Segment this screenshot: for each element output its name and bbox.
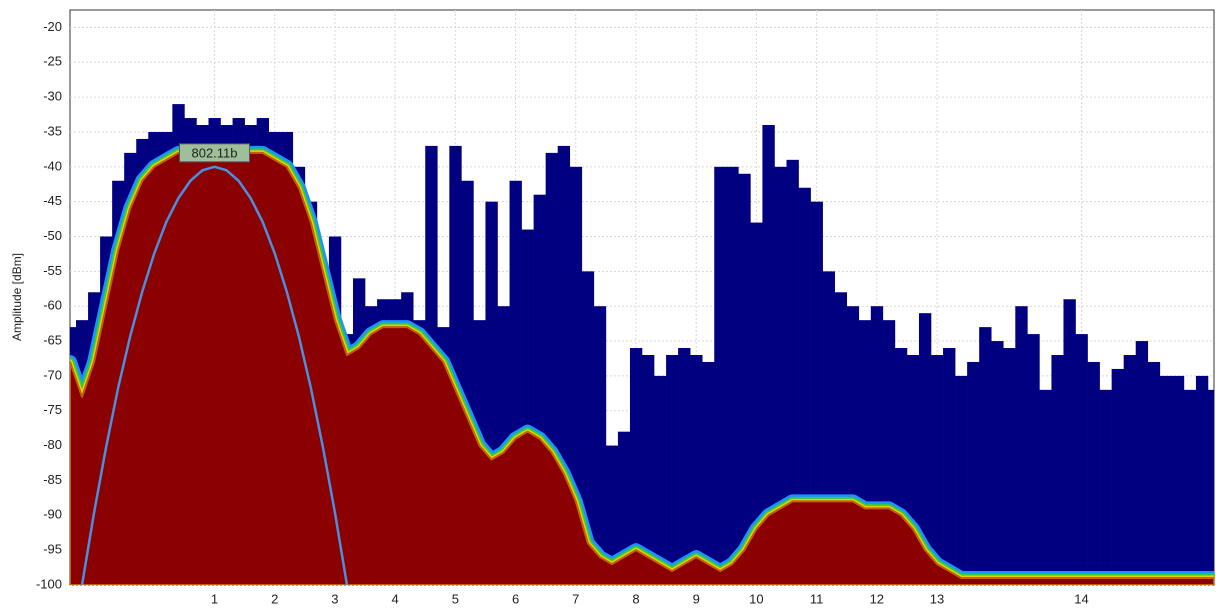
curve-label: 802.11b	[191, 145, 237, 160]
y-tick-label: -90	[43, 507, 62, 522]
x-tick-label: 6	[512, 591, 519, 606]
max-bar	[1039, 389, 1052, 585]
curve-label-box	[179, 143, 251, 163]
y-tick-label: -30	[43, 89, 62, 104]
max-bar	[654, 375, 667, 585]
x-tick-label: 9	[693, 591, 700, 606]
max-bar	[1135, 341, 1149, 585]
max-bar	[1111, 368, 1124, 585]
max-bar	[738, 173, 751, 585]
max-bar	[1015, 306, 1028, 585]
max-bar	[979, 327, 992, 585]
max-bar	[810, 201, 823, 585]
channel-curve	[80, 165, 349, 585]
max-bar	[762, 125, 775, 585]
max-bar	[955, 375, 968, 585]
max-bar	[629, 348, 643, 585]
x-tick-label: 7	[572, 591, 579, 606]
max-bar	[798, 187, 811, 585]
x-tick-label: 10	[749, 591, 763, 606]
max-bar	[1123, 355, 1137, 585]
x-tick-label: 8	[632, 591, 639, 606]
max-bar	[1183, 389, 1197, 585]
max-bar	[702, 361, 715, 585]
max-bar	[714, 166, 727, 585]
y-tick-label: -95	[43, 542, 62, 557]
max-bar	[605, 445, 619, 585]
x-tick-label: 14	[1074, 591, 1088, 606]
max-bar	[786, 159, 799, 585]
max-bar	[931, 355, 944, 585]
max-bar	[1027, 334, 1040, 585]
y-tick-label: -35	[43, 123, 62, 138]
max-bar	[726, 166, 739, 585]
y-tick-label: -25	[43, 54, 62, 69]
plot	[70, 104, 1214, 585]
max-bar	[1207, 389, 1214, 585]
max-bar	[991, 341, 1004, 585]
y-axis-label: Amplitude [dBm]	[10, 253, 24, 341]
max-bar	[1171, 375, 1185, 585]
max-bar	[593, 306, 607, 585]
y-tick-label: -20	[43, 19, 62, 34]
max-bar	[690, 355, 703, 585]
y-tick-label: -80	[43, 437, 62, 452]
y-tick-label: -70	[43, 367, 62, 382]
x-tick-label: 13	[930, 591, 944, 606]
max-bar	[1147, 361, 1161, 585]
max-bar	[1159, 375, 1173, 585]
y-tick-label: -55	[43, 263, 62, 278]
max-bar	[943, 348, 956, 585]
max-bar	[1099, 389, 1112, 585]
max-bar	[774, 166, 787, 585]
x-tick-label: 4	[392, 591, 399, 606]
max-bar	[1051, 355, 1064, 585]
y-tick-label: -50	[43, 228, 62, 243]
axes: -20 -25 -30 -35 -40 -45 -50 -55 -60 -65 -70 -75 -80 -…	[36, 19, 1089, 607]
max-bar	[1195, 375, 1209, 585]
max-bar	[617, 431, 631, 585]
max-bar	[1003, 348, 1016, 585]
y-tick-label: -75	[43, 402, 62, 417]
max-bar	[750, 222, 763, 585]
x-tick-label: 1	[211, 591, 218, 606]
max-bar	[581, 271, 595, 585]
max-bar	[918, 313, 932, 585]
y-tick-label: -40	[43, 158, 62, 173]
x-tick-label: 2	[271, 591, 278, 606]
max-bar	[1063, 299, 1076, 585]
y-tick-label: -85	[43, 472, 62, 487]
max-bar	[666, 355, 679, 585]
y-tick-label: -45	[43, 193, 62, 208]
y-tick-label: -60	[43, 298, 62, 313]
max-bar	[1087, 361, 1100, 585]
max-bar	[1075, 334, 1088, 585]
y-tick-label: -100	[36, 576, 62, 591]
max-bar	[642, 355, 655, 585]
density-area	[70, 151, 1214, 585]
max-bar	[678, 348, 691, 585]
max-bar	[967, 361, 980, 585]
x-tick-label: 5	[452, 591, 459, 606]
x-tick-label: 12	[870, 591, 884, 606]
x-tick-label: 11	[810, 591, 824, 606]
x-tick-label: 3	[331, 591, 338, 606]
y-tick-label: -65	[43, 332, 62, 347]
